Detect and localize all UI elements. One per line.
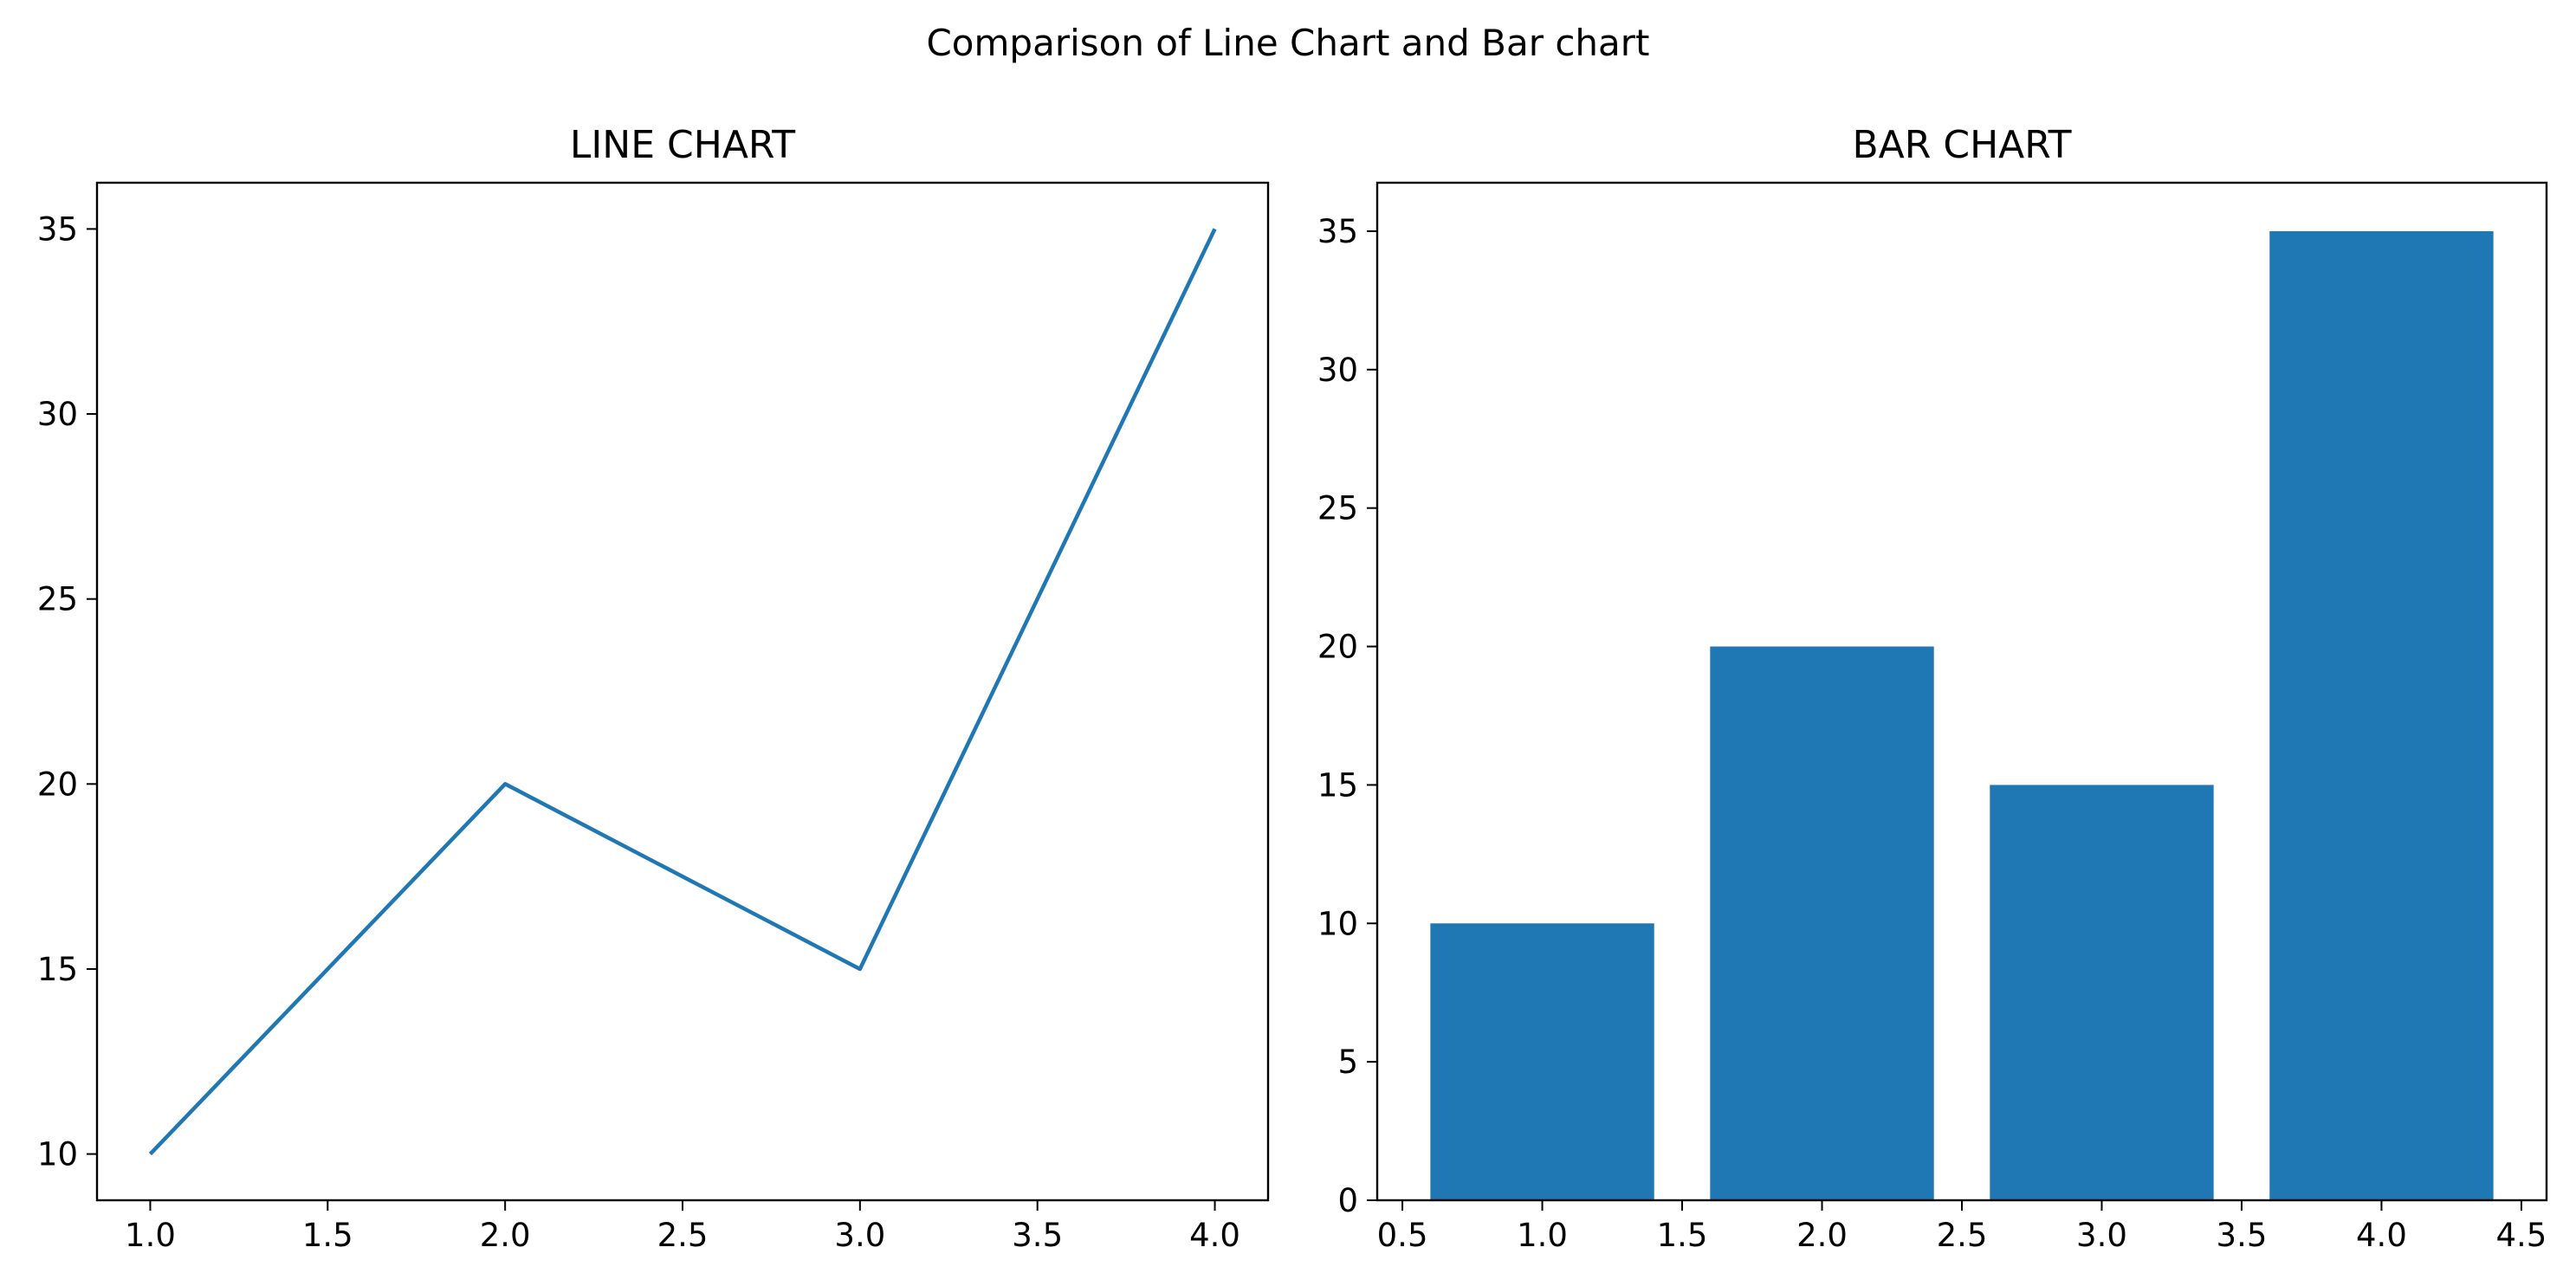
line-chart-x-tick-label: 3.5 — [1012, 1217, 1063, 1254]
line-chart-x-tick-label: 1.5 — [302, 1217, 353, 1254]
bar — [1710, 646, 1934, 1200]
bar-chart-x-tick-label: 0.5 — [1377, 1217, 1428, 1254]
bar — [1430, 923, 1654, 1200]
line-series — [148, 228, 1217, 1156]
line-chart-x-tick-label: 4.0 — [1189, 1217, 1240, 1254]
bar-chart-panel: BAR CHART 0.5 1.0 1.5 2.0 2.5 3.0 3.5 4.0 4.5 0 5… — [1317, 123, 2548, 1254]
line-chart-y-tick-label: 20 — [37, 766, 78, 803]
bar-chart-x-tick-label: 2.0 — [1796, 1217, 1848, 1254]
bar-chart-y-tick-label: 0 — [1337, 1182, 1358, 1219]
bar-chart-y-tick-label: 30 — [1317, 352, 1358, 389]
line-chart-x-axis: 1.0 1.5 2.0 2.5 3.0 3.5 4.0 — [125, 1200, 1240, 1254]
bar-chart-y-axis: 0 5 10 15 20 25 30 35 — [1317, 213, 1377, 1219]
bar-chart-x-tick-label: 1.5 — [1657, 1217, 1708, 1254]
bar-chart-plot-area — [1430, 230, 2494, 1200]
line-chart-x-tick-label: 2.5 — [657, 1217, 709, 1254]
bar-chart-y-tick-label: 25 — [1317, 490, 1358, 527]
bar-chart-y-tick-label: 20 — [1317, 629, 1358, 666]
line-chart-y-tick-label: 10 — [37, 1136, 78, 1173]
bar-chart-y-tick-label: 5 — [1337, 1044, 1358, 1081]
figure-suptitle: Comparison of Line Chart and Bar chart — [926, 22, 1649, 64]
line-chart-x-tick-label: 1.0 — [125, 1217, 176, 1254]
line-chart-y-tick-label: 30 — [37, 396, 78, 433]
bar — [2269, 230, 2494, 1200]
line-chart-y-axis: 10 15 20 25 30 35 — [37, 210, 97, 1173]
line-chart-frame — [95, 181, 1270, 1202]
bar-chart-title: BAR CHART — [1853, 123, 2072, 167]
bar-chart-x-tick-label: 4.5 — [2496, 1217, 2547, 1254]
bar-chart-x-tick-label: 3.0 — [2076, 1217, 2127, 1254]
line-chart-title: LINE CHART — [570, 123, 795, 167]
bar-chart-x-tick-label: 2.5 — [1937, 1217, 1988, 1254]
bar-chart-frame — [1375, 181, 2548, 1202]
line-chart-y-tick-label: 25 — [37, 581, 78, 618]
line-chart-y-tick-label: 35 — [37, 210, 78, 248]
line-chart-plot-area — [148, 228, 1217, 1156]
bar-chart-y-tick-label: 35 — [1317, 213, 1358, 250]
bar-chart-x-tick-label: 4.0 — [2356, 1217, 2407, 1254]
line-chart-x-tick-label: 3.0 — [834, 1217, 885, 1254]
bar-chart-x-tick-label: 3.5 — [2217, 1217, 2268, 1254]
line-chart-y-tick-label: 15 — [37, 951, 78, 988]
bar-chart-y-tick-label: 10 — [1317, 905, 1358, 942]
line-chart-x-tick-label: 2.0 — [480, 1217, 531, 1254]
bar-chart-x-axis: 0.5 1.0 1.5 2.0 2.5 3.0 3.5 4.0 4.5 — [1377, 1200, 2547, 1254]
line-chart-panel: LINE CHART 1.0 1.5 2.0 2.5 3.0 3.5 4.0 10 15 20 2… — [37, 123, 1270, 1254]
bar-chart-x-tick-label: 1.0 — [1517, 1217, 1568, 1254]
bar — [1990, 785, 2214, 1200]
bar-chart-y-tick-label: 15 — [1317, 766, 1358, 804]
